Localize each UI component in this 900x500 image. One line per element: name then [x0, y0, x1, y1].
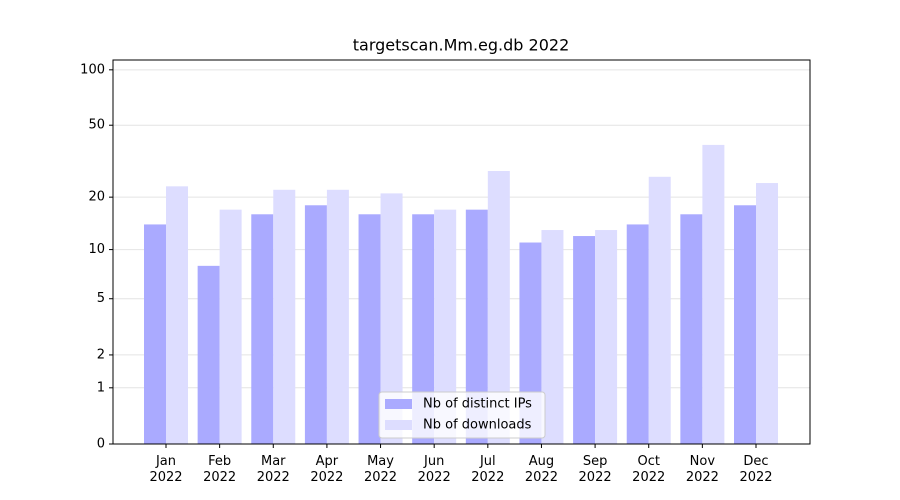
bar [734, 205, 756, 444]
legend-box [378, 391, 546, 439]
bar [702, 144, 725, 445]
bar [358, 214, 381, 444]
x-tick-label: Jan 2022 [149, 454, 182, 485]
x-tick-label: Aug 2022 [525, 454, 558, 485]
x-tick-label: Mar 2022 [257, 454, 290, 485]
plot-frame [112, 59, 811, 445]
legend-swatch [385, 399, 412, 409]
x-tick-label: Sep 2022 [579, 454, 612, 485]
bar [304, 205, 327, 444]
x-tick-label: Jun 2022 [418, 454, 451, 485]
legend-label: Nb of distinct IPs [423, 397, 532, 412]
bar [573, 236, 596, 444]
y-tick-label: 100 [80, 62, 105, 77]
legend: Nb of distinct IPs Nb of downloads [378, 391, 546, 439]
y-tick-label: 10 [88, 242, 105, 257]
y-tick-label: 20 [88, 190, 105, 205]
bar [326, 189, 349, 444]
bar [680, 214, 703, 444]
x-tick-label: Oct 2022 [632, 454, 665, 485]
y-tick-label: 50 [88, 118, 105, 133]
bar [541, 230, 564, 444]
bar [219, 209, 242, 444]
x-tick-label: Nov 2022 [686, 454, 719, 485]
bar [595, 230, 618, 444]
bar [626, 224, 649, 444]
bar [487, 170, 510, 444]
bar [273, 189, 296, 444]
bar [465, 209, 488, 444]
x-tick-label: Dec 2022 [739, 454, 772, 485]
bar [756, 183, 778, 445]
y-tick-label: 2 [97, 347, 105, 362]
y-tick-label: 5 [97, 291, 105, 306]
bar [380, 193, 403, 444]
legend-label: Nb of downloads [423, 418, 532, 433]
y-tick-label: 1 [97, 380, 105, 395]
bar [412, 214, 435, 444]
x-tick-label: Feb 2022 [203, 454, 236, 485]
x-tick-label: Jul 2022 [471, 454, 504, 485]
bar [251, 214, 274, 444]
bar [648, 176, 671, 444]
x-tick-label: Apr 2022 [310, 454, 343, 485]
chart-title: targetscan.Mm.eg.db 2022 [353, 36, 570, 55]
bar [166, 186, 188, 444]
y-tick-label: 0 [97, 437, 105, 452]
legend-swatch [385, 420, 412, 430]
bar [197, 265, 220, 444]
x-tick-label: May 2022 [364, 454, 397, 485]
bar [434, 209, 457, 444]
bar [144, 224, 166, 444]
